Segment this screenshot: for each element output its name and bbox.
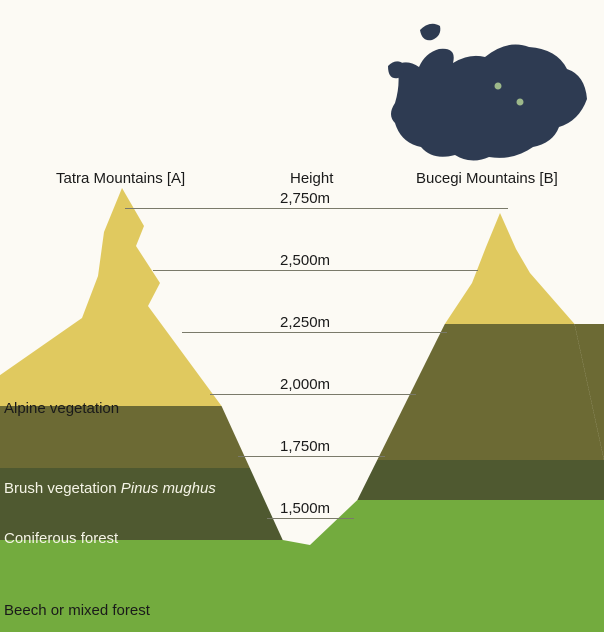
height-label: 1,500m — [280, 500, 330, 517]
height-label: 2,500m — [280, 252, 330, 269]
height-label: 2,750m — [280, 190, 330, 207]
height-title: Height — [290, 170, 333, 187]
zone-label-beech: Beech or mixed forest — [4, 602, 150, 619]
mountain-label-right: Bucegi Mountains [B] — [416, 170, 558, 187]
zone-label-coniferous: Coniferous forest — [4, 530, 118, 547]
height-label: 2,000m — [280, 376, 330, 393]
zone-label-brush: Brush vegetation Pinus mughus — [4, 480, 216, 497]
height-label: 1,750m — [280, 438, 330, 455]
mountain-label-left: Tatra Mountains [A] — [56, 170, 185, 187]
height-label: 2,250m — [280, 314, 330, 331]
zone-label-alpine: Alpine vegetation — [4, 400, 119, 417]
